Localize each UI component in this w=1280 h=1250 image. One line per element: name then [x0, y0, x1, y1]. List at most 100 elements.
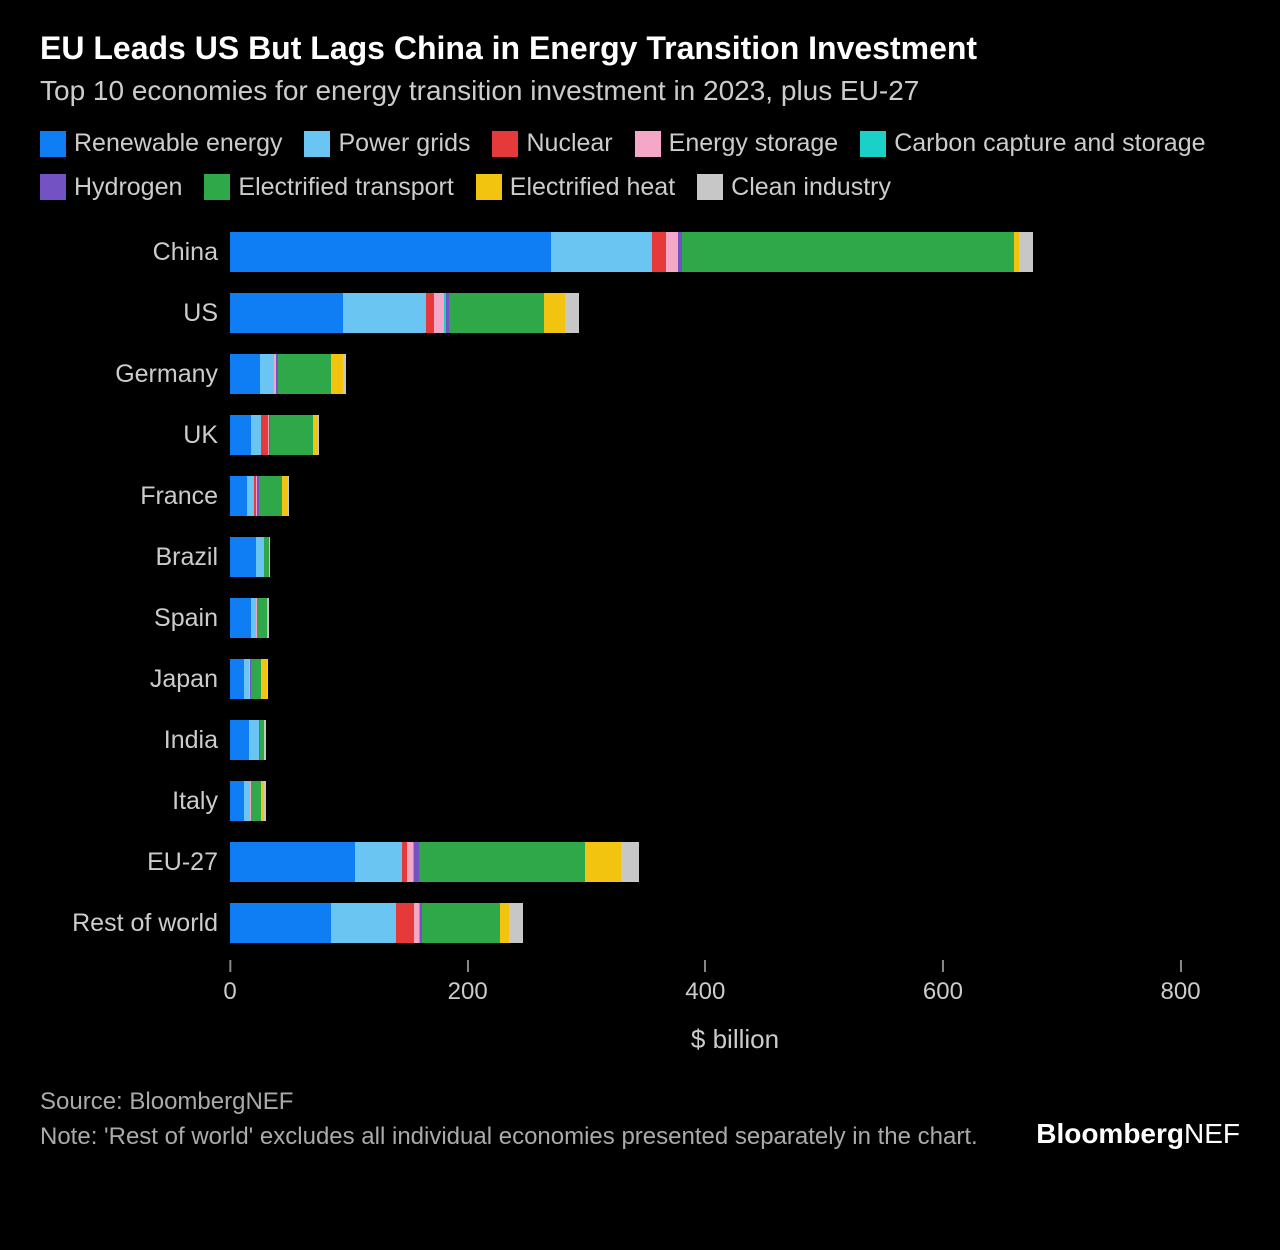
legend-label: Electrified transport	[238, 169, 453, 207]
bar-segment	[419, 842, 585, 882]
bar-segment	[230, 537, 256, 577]
country-label: UK	[40, 421, 230, 450]
x-tick: 0	[223, 960, 236, 1006]
bar-segment	[261, 415, 268, 455]
legend-swatch	[204, 174, 230, 200]
bar-segment	[269, 537, 270, 577]
stacked-bar	[230, 598, 1240, 638]
bar-segment	[251, 659, 261, 699]
bar-segment	[1019, 232, 1033, 272]
stacked-bar	[230, 842, 1240, 882]
bar-segment	[251, 415, 261, 455]
x-tick-mark	[229, 960, 231, 972]
brand-logo: BloombergNEF	[1036, 1114, 1240, 1155]
brand-thin: NEF	[1184, 1118, 1240, 1149]
x-tick: 800	[1161, 960, 1201, 1006]
x-tick: 400	[685, 960, 725, 1006]
x-tick-label: 400	[685, 978, 725, 1006]
bar-row: Germany	[40, 350, 1240, 398]
bar-track	[230, 781, 1240, 821]
bar-track	[230, 293, 1240, 333]
bar-track	[230, 415, 1240, 455]
bar-segment	[264, 720, 265, 760]
bar-segment	[270, 415, 313, 455]
stacked-bar	[230, 903, 1240, 943]
x-tick-label: 600	[923, 978, 963, 1006]
legend-swatch	[40, 131, 66, 157]
bar-row: India	[40, 716, 1240, 764]
stacked-bar	[230, 232, 1240, 272]
bar-track	[230, 598, 1240, 638]
country-label: Italy	[40, 787, 230, 816]
bar-row: China	[40, 228, 1240, 276]
x-tick-label: 800	[1161, 978, 1201, 1006]
x-tick-label: 200	[448, 978, 488, 1006]
bar-segment	[318, 415, 319, 455]
legend-label: Carbon capture and storage	[894, 125, 1205, 163]
bar-row: Japan	[40, 655, 1240, 703]
stacked-bar	[230, 720, 1240, 760]
x-tick: 600	[923, 960, 963, 1006]
legend-item: Hydrogen	[40, 169, 182, 207]
country-label: Germany	[40, 360, 230, 389]
stacked-bar	[230, 781, 1240, 821]
legend-swatch	[304, 131, 330, 157]
bar-segment	[331, 354, 343, 394]
footer: Source: BloombergNEF Note: 'Rest of worl…	[40, 1085, 1240, 1155]
bar-segment	[230, 903, 331, 943]
bar-track	[230, 720, 1240, 760]
bar-segment	[551, 232, 652, 272]
bar-segment	[230, 598, 251, 638]
bar-track	[230, 354, 1240, 394]
country-label: Rest of world	[40, 909, 230, 938]
bar-segment	[257, 598, 267, 638]
bar-segment	[251, 781, 261, 821]
x-tick-mark	[1180, 960, 1182, 972]
bar-segment	[230, 842, 355, 882]
legend-item: Carbon capture and storage	[860, 125, 1205, 163]
bar-segment	[268, 598, 269, 638]
bar-segment	[259, 476, 283, 516]
chart-subtitle: Top 10 economies for energy transition i…	[40, 75, 1240, 107]
bar-row: US	[40, 289, 1240, 337]
stacked-bar	[230, 415, 1240, 455]
legend-label: Nuclear	[526, 125, 612, 163]
bar-segment	[267, 659, 268, 699]
country-label: US	[40, 299, 230, 328]
legend-label: Power grids	[338, 125, 470, 163]
legend-item: Electrified heat	[476, 169, 675, 207]
legend-item: Electrified transport	[204, 169, 453, 207]
bar-track	[230, 232, 1240, 272]
legend-swatch	[860, 131, 886, 157]
x-tick-mark	[942, 960, 944, 972]
legend: Renewable energyPower gridsNuclearEnergy…	[40, 125, 1240, 206]
x-tick-mark	[467, 960, 469, 972]
bar-track	[230, 537, 1240, 577]
stacked-bar	[230, 537, 1240, 577]
country-label: Brazil	[40, 543, 230, 572]
bar-track	[230, 903, 1240, 943]
bar-segment	[682, 232, 1015, 272]
country-label: China	[40, 238, 230, 267]
bar-segment	[230, 720, 249, 760]
legend-swatch	[635, 131, 661, 157]
legend-item: Clean industry	[697, 169, 891, 207]
bar-segment	[278, 354, 331, 394]
bar-track	[230, 842, 1240, 882]
bar-segment	[565, 293, 579, 333]
bar-segment	[247, 476, 254, 516]
bar-segment	[500, 903, 510, 943]
bar-row: EU-27	[40, 838, 1240, 886]
x-tick-label: 0	[223, 978, 236, 1006]
bar-segment	[230, 659, 244, 699]
legend-item: Nuclear	[492, 125, 612, 163]
bar-segment	[230, 354, 260, 394]
bar-segment	[249, 720, 259, 760]
bar-segment	[331, 903, 396, 943]
bar-segment	[544, 293, 565, 333]
bar-segment	[343, 293, 426, 333]
brand-bold: Bloomberg	[1036, 1118, 1184, 1149]
bar-segment	[264, 781, 265, 821]
legend-label: Energy storage	[669, 125, 839, 163]
bar-segment	[288, 476, 289, 516]
